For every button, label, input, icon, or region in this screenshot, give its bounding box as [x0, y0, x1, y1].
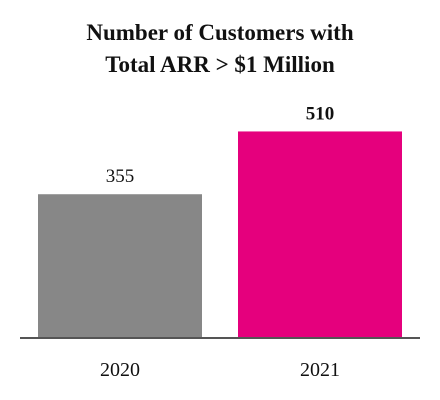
chart-title: Number of Customers with Total ARR > $1 …: [86, 20, 353, 77]
bars-layer: [38, 131, 402, 338]
bar-2021: [238, 131, 402, 338]
bar-2020: [38, 194, 202, 338]
value-label-2020: 355: [106, 166, 135, 187]
chart-title-line-1: Number of Customers with: [86, 20, 353, 45]
x-tick-label-2020: 2020: [100, 359, 140, 381]
value-label-2021: 510: [306, 103, 335, 124]
chart-title-line-2: Total ARR > $1 Million: [105, 52, 335, 77]
x-tick-labels-layer: 2020 2021: [100, 359, 340, 381]
value-labels-layer: 355 510: [106, 103, 335, 187]
x-tick-label-2021: 2021: [300, 359, 340, 381]
